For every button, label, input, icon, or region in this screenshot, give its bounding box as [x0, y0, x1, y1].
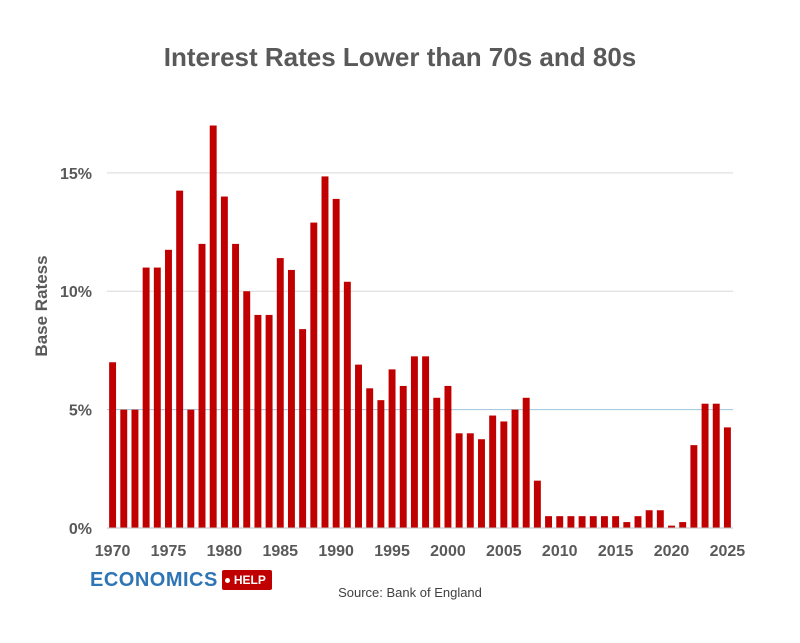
- x-tick-label-2020: 2020: [654, 543, 690, 560]
- bar-1977: [187, 409, 195, 528]
- y-tick-label-15: 15%: [60, 166, 92, 183]
- x-tick-label-1990: 1990: [318, 543, 354, 560]
- bar-1988: [310, 222, 318, 528]
- bar-1996: [399, 385, 407, 528]
- bar-1993: [366, 388, 374, 528]
- bar-2009: [545, 516, 553, 528]
- bar-2025: [723, 427, 731, 528]
- bar-2018: [645, 510, 653, 528]
- y-tick-label-0: 0%: [69, 521, 92, 538]
- x-tick-label-1980: 1980: [207, 543, 243, 560]
- bar-1975: [165, 249, 172, 529]
- bar-1995: [388, 369, 396, 528]
- y-tick-label-5: 5%: [69, 403, 92, 420]
- bar-2003: [478, 439, 485, 528]
- bar-1984: [265, 314, 273, 528]
- bar-1999: [433, 397, 441, 528]
- bar-1994: [377, 400, 385, 528]
- bar-1980: [220, 196, 228, 529]
- x-tick-label-1985: 1985: [262, 543, 298, 560]
- bar-2024: [712, 403, 720, 528]
- x-tick-label-2015: 2015: [598, 543, 634, 560]
- bar-2006: [511, 409, 519, 528]
- bar-2010: [556, 516, 564, 528]
- bars: [109, 125, 731, 529]
- bar-1976: [176, 190, 184, 528]
- economics-help-logo: ECONOMICS HELP: [90, 568, 272, 592]
- bar-2021: [679, 522, 687, 528]
- bar-2005: [500, 421, 508, 528]
- bar-1971: [120, 409, 128, 528]
- bar-2023: [701, 403, 709, 528]
- x-tick-label-2000: 2000: [430, 543, 466, 560]
- y-tick-labels: 0% 5% 10% 15%: [60, 166, 92, 538]
- bar-1972: [131, 409, 139, 528]
- bar-1978: [198, 243, 206, 528]
- bar-1990: [332, 198, 340, 528]
- bar-1974: [153, 267, 161, 528]
- source-note: Source: Bank of England: [338, 585, 482, 600]
- bar-1989: [321, 176, 329, 529]
- bar-1986: [287, 269, 295, 528]
- bar-2019: [656, 510, 664, 528]
- bar-1981: [232, 243, 240, 528]
- x-tick-label-2025: 2025: [710, 543, 746, 560]
- bar-1998: [422, 356, 430, 528]
- bar-2015: [612, 516, 620, 528]
- bar-2020: [668, 525, 675, 528]
- chart-title: Interest Rates Lower than 70s and 80s: [163, 42, 637, 72]
- bar-2001: [455, 433, 463, 528]
- x-tick-labels: 1970 1975 1980 1985 1990 1995 2000 2005 2010 2015…: [95, 543, 746, 560]
- bar-2004: [489, 415, 497, 528]
- bar-1982: [243, 291, 251, 528]
- bar-2002: [466, 433, 474, 528]
- bar-1985: [276, 258, 284, 528]
- x-tick-label-2010: 2010: [542, 543, 578, 560]
- bar-1970: [109, 362, 117, 528]
- bar-2011: [567, 516, 575, 528]
- logo-main-text: ECONOMICS: [90, 568, 218, 591]
- bar-2013: [589, 516, 597, 528]
- x-tick-label-2005: 2005: [486, 543, 522, 560]
- x-tick-label-1975: 1975: [151, 543, 187, 560]
- bar-1991: [343, 281, 351, 528]
- bar-2022: [690, 445, 698, 528]
- bar-1992: [355, 364, 362, 528]
- x-tick-label-1995: 1995: [374, 543, 410, 560]
- bar-1983: [254, 314, 262, 528]
- logo-tag: HELP: [221, 570, 272, 590]
- x-tick-label-1970: 1970: [95, 543, 131, 560]
- bar-1997: [410, 356, 418, 528]
- bar-2008: [533, 480, 541, 528]
- bar-1973: [142, 267, 150, 528]
- bar-2017: [634, 516, 642, 528]
- y-axis-label: Base Ratess: [32, 255, 51, 356]
- bar-2000: [444, 385, 452, 528]
- bar-1987: [299, 329, 307, 528]
- bar-2012: [578, 516, 586, 528]
- bar-2007: [522, 397, 530, 528]
- bar-2014: [600, 516, 608, 528]
- y-tick-label-10: 10%: [60, 284, 92, 301]
- bar-2016: [623, 522, 631, 528]
- bar-1979: [209, 125, 217, 528]
